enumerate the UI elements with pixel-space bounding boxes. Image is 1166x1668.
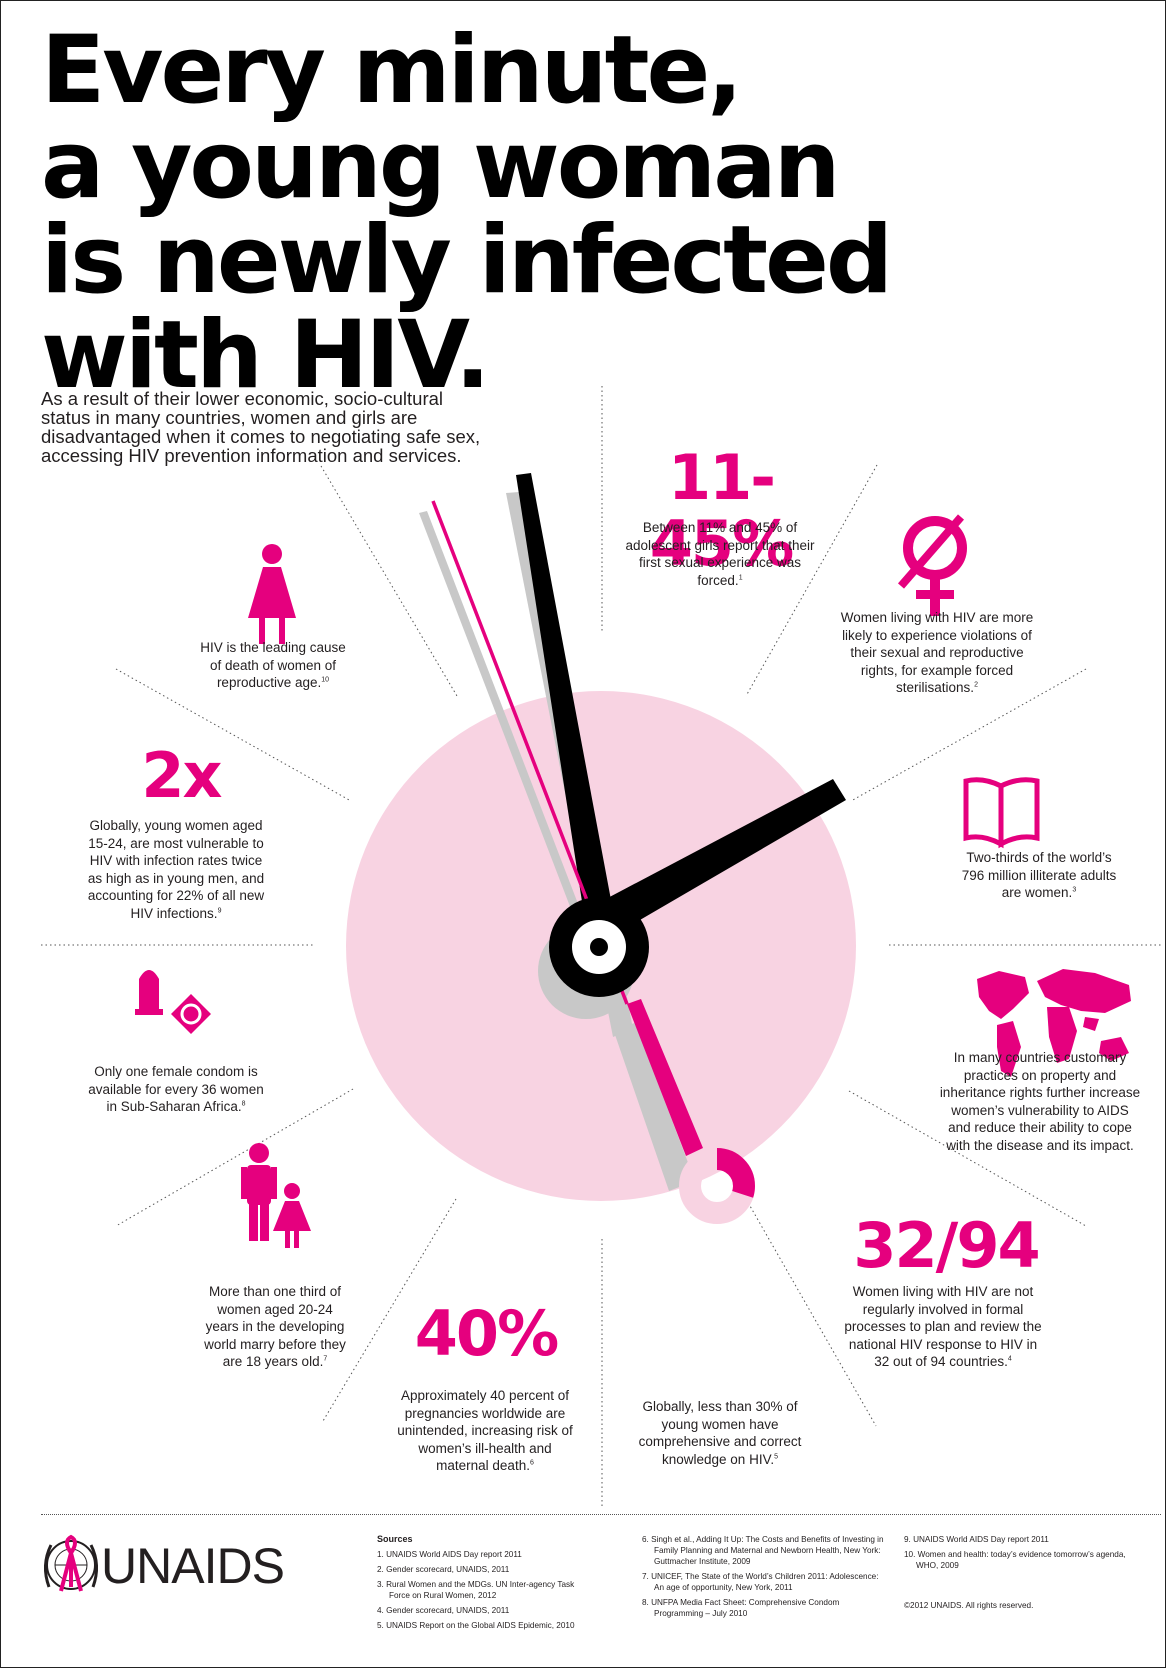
sources-title: Sources bbox=[377, 1534, 413, 1544]
fact-child-marriage-text: More than one third of women aged 20-24 … bbox=[204, 1284, 346, 1369]
donut-chart-icon bbox=[679, 1148, 755, 1224]
donut-share-arc bbox=[679, 1148, 755, 1224]
ref-7: 7 bbox=[323, 1355, 328, 1363]
stat-32-94: 32/94 bbox=[853, 1209, 1040, 1282]
copyright-text: ©2012 UNAIDS. All rights reserved. bbox=[904, 1601, 1034, 1610]
un-emblem-red-ribbon-icon bbox=[44, 1534, 98, 1592]
fact-knowledge-text: Globally, less than 30% of young women h… bbox=[638, 1399, 802, 1467]
title-line-2: a young woman bbox=[41, 111, 841, 220]
fact-female-condom-text: Only one female condom is available for … bbox=[88, 1064, 264, 1114]
footer-divider bbox=[41, 1514, 1161, 1515]
sources-column-1: 1. UNAIDS World AIDS Day report 2011 2. … bbox=[377, 1549, 587, 1635]
female-condom-icon bbox=[135, 970, 211, 1034]
source-item: 7. UNICEF, The State of the World’s Chil… bbox=[642, 1572, 879, 1592]
title-line-4: with HIV. bbox=[41, 301, 491, 410]
source-item: 8. UNFPA Media Fact Sheet: Comprehensive… bbox=[642, 1598, 840, 1618]
title-line-1: Every minute, bbox=[41, 16, 743, 125]
stat-40-percent: 40% bbox=[414, 1297, 559, 1370]
woman-icon bbox=[248, 544, 296, 644]
second-hand-tail bbox=[627, 999, 703, 1156]
source-item: 4. Gender scorecard, UNAIDS, 2011 bbox=[377, 1606, 510, 1615]
ref-1: 1 bbox=[738, 574, 743, 581]
woman-and-girl-icon bbox=[241, 1143, 311, 1248]
ref-9: 9 bbox=[217, 907, 222, 914]
fact-unintended-pregnancy: Approximately 40 percent of pregnancies … bbox=[394, 1387, 576, 1475]
source-item: 9. UNAIDS World AIDS Day report 2011 bbox=[904, 1535, 1049, 1544]
ref-6: 6 bbox=[529, 1459, 534, 1467]
separator-rays bbox=[41, 386, 1161, 1506]
stat-11-45: 11-45% bbox=[649, 441, 794, 580]
ref-8: 8 bbox=[241, 1100, 246, 1108]
ref-10: 10 bbox=[321, 676, 330, 684]
minute-hand bbox=[516, 473, 614, 921]
fact-national-response-text: Women living with HIV are not regularly … bbox=[844, 1284, 1042, 1369]
fact-forced-first-sex-text: Between 11% and 45% of adolescent girls … bbox=[625, 520, 815, 588]
ref-2: 2 bbox=[974, 681, 978, 689]
open-book-icon bbox=[963, 777, 1040, 849]
fact-unintended-pregnancy-text: Approximately 40 percent of pregnancies … bbox=[397, 1388, 573, 1473]
ref-4: 4 bbox=[1007, 1355, 1012, 1363]
page-title: Every minute, a young woman is newly inf… bbox=[41, 16, 893, 410]
fact-young-women-risk: Globally, young women aged 15-24, are mo… bbox=[85, 817, 267, 922]
clock-hub-center bbox=[590, 938, 608, 956]
fact-forced-first-sex: Between 11% and 45% of adolescent girls … bbox=[615, 519, 825, 589]
fact-young-women-risk-text: Globally, young women aged 15-24, are mo… bbox=[87, 818, 265, 921]
fact-child-marriage: More than one third of women aged 20-24 … bbox=[201, 1283, 349, 1371]
fact-female-condom: Only one female condom is available for … bbox=[87, 1063, 265, 1116]
title-line-3: is newly infected bbox=[41, 206, 893, 315]
fact-illiteracy: Two-thirds of the world’s 796 million il… bbox=[956, 849, 1122, 902]
intro-paragraph: As a result of their lower economic, soc… bbox=[41, 388, 481, 466]
source-item: 6. Singh et al., Adding It Up: The Costs… bbox=[642, 1535, 884, 1566]
fact-leading-cause-text: HIV is the leading cause of death of wom… bbox=[200, 640, 346, 690]
fact-rights-violations-text: Women living with HIV are more likely to… bbox=[840, 610, 1034, 695]
sources-column-2: 6. Singh et al., Adding It Up: The Costs… bbox=[642, 1534, 888, 1623]
hour-hand bbox=[602, 779, 846, 931]
fact-illiteracy-text: Two-thirds of the world’s 796 million il… bbox=[961, 850, 1117, 900]
fact-knowledge: Globally, less than 30% of young women h… bbox=[634, 1398, 806, 1468]
stat-2x: 2x bbox=[141, 739, 222, 812]
fact-leading-cause: HIV is the leading cause of death of wom… bbox=[199, 639, 347, 692]
fact-national-response: Women living with HIV are not regularly … bbox=[843, 1283, 1043, 1371]
sources-column-3: 9. UNAIDS World AIDS Day report 2011 10.… bbox=[904, 1534, 1150, 1575]
unaids-logo: UNAIDS bbox=[101, 1538, 285, 1594]
world-map-icon bbox=[977, 969, 1131, 1077]
source-item: 5. UNAIDS Report on the Global AIDS Epid… bbox=[377, 1621, 575, 1630]
fact-property-rights: In many countries customary practices on… bbox=[939, 1050, 1141, 1153]
female-symbol-crossed-icon bbox=[897, 514, 967, 616]
ref-5: 5 bbox=[774, 1453, 778, 1460]
fact-rights-violations: Women living with HIV are more likely to… bbox=[833, 609, 1041, 697]
source-item: 3. Rural Women and the MDGs. UN Inter-ag… bbox=[377, 1580, 575, 1600]
source-item: 1. UNAIDS World AIDS Day report 2011 bbox=[377, 1550, 522, 1559]
ref-3: 3 bbox=[1072, 886, 1077, 894]
source-item: 10. Women and health: today’s evidence t… bbox=[904, 1550, 1126, 1570]
source-item: 2. Gender scorecard, UNAIDS, 2011 bbox=[377, 1565, 510, 1574]
